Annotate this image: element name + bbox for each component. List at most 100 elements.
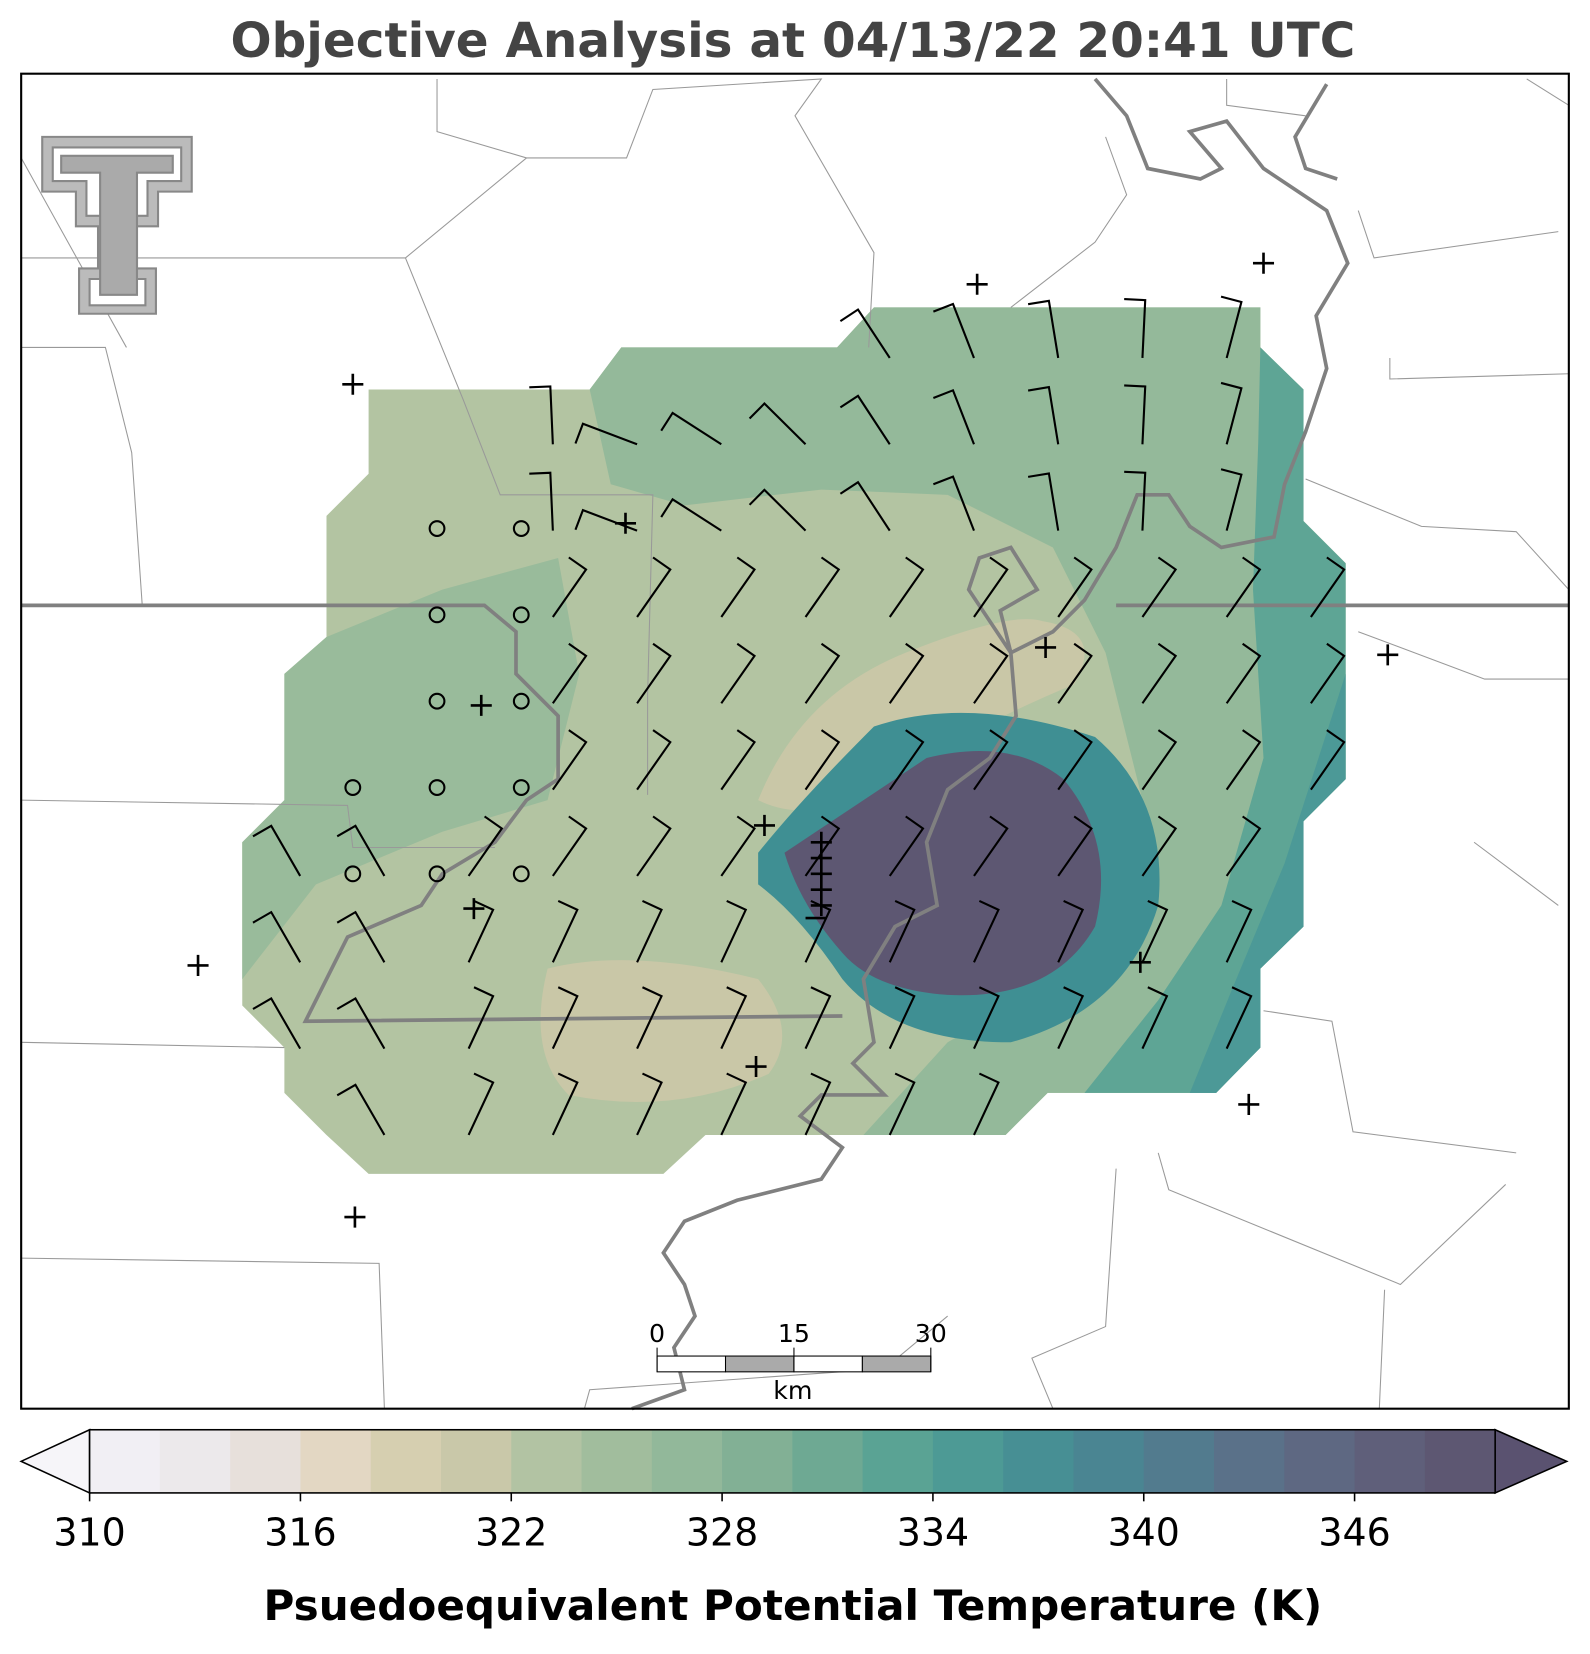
wind-barb bbox=[551, 899, 579, 963]
wind-barb bbox=[720, 1072, 748, 1136]
wind-barb bbox=[1310, 729, 1346, 791]
colorbar-segment bbox=[1073, 1429, 1145, 1493]
wind-barb bbox=[804, 899, 832, 963]
wind-barb bbox=[973, 986, 1000, 1050]
colorbar-segment bbox=[1214, 1429, 1285, 1493]
colorbar-segment bbox=[159, 1429, 231, 1493]
wind-barb bbox=[1141, 986, 1169, 1050]
wind-barb bbox=[1225, 815, 1262, 877]
colorbar-segment bbox=[370, 1429, 442, 1493]
wind-barb bbox=[1057, 899, 1085, 963]
wind-barb bbox=[1027, 299, 1060, 359]
colorbar-segment bbox=[1354, 1429, 1426, 1493]
colorbar-segment bbox=[792, 1429, 864, 1493]
wind-barb bbox=[1310, 556, 1346, 618]
wind-barb bbox=[336, 1083, 386, 1136]
wind-barb bbox=[636, 899, 663, 963]
wind-barb bbox=[551, 815, 588, 877]
colorbar-under bbox=[19, 1428, 91, 1495]
colorbar-segment bbox=[581, 1429, 653, 1493]
scale-segment bbox=[656, 1355, 727, 1373]
wind-barb bbox=[551, 729, 588, 791]
wind-barb bbox=[336, 910, 386, 963]
title: Objective Analysis at 04/13/22 20:41 UTC bbox=[230, 13, 1355, 69]
borders bbox=[20, 77, 1570, 1411]
wind-barb bbox=[1225, 642, 1262, 704]
wind-barb bbox=[839, 480, 891, 532]
wind-barb bbox=[336, 997, 386, 1050]
wind-barb bbox=[1141, 729, 1178, 791]
wind-barb bbox=[636, 642, 672, 704]
wind-barb bbox=[1027, 385, 1060, 445]
colorbar-tick-label: 334 bbox=[897, 1511, 969, 1555]
field-west bbox=[242, 558, 580, 980]
wind-barb bbox=[720, 642, 756, 704]
wind-barb bbox=[551, 1072, 579, 1136]
wind-barb bbox=[1124, 384, 1147, 445]
wind-barb bbox=[720, 729, 756, 791]
colorbar-segment bbox=[862, 1429, 934, 1493]
wind-barb bbox=[1057, 556, 1093, 618]
wind-barb bbox=[467, 899, 495, 963]
calm-circle bbox=[512, 865, 530, 883]
wind-barb bbox=[888, 1072, 916, 1136]
wind-barb bbox=[1225, 899, 1253, 963]
wind-barb bbox=[1141, 556, 1178, 618]
wind-barb bbox=[660, 497, 722, 532]
scale-segment bbox=[861, 1355, 932, 1373]
wind-barb bbox=[804, 729, 841, 791]
calm-circle bbox=[428, 865, 446, 883]
wind-barb bbox=[1310, 642, 1346, 704]
scale-tick-label: 30 bbox=[915, 1319, 947, 1348]
calm-circle bbox=[428, 779, 446, 796]
colorbar-segment bbox=[1424, 1429, 1496, 1493]
wind-barb bbox=[252, 824, 302, 877]
wind-barb bbox=[888, 729, 925, 791]
colorbar-label: Psuedoequivalent Potential Temperature (… bbox=[264, 1581, 1323, 1630]
wind-barb bbox=[973, 1072, 1000, 1136]
wind-barb bbox=[1141, 642, 1178, 704]
wind-barb bbox=[336, 824, 386, 877]
wind-barb bbox=[636, 986, 663, 1050]
wind-barb bbox=[804, 642, 841, 704]
calm-circle bbox=[512, 520, 530, 537]
wind-barb bbox=[888, 899, 916, 963]
colorbar-segment bbox=[1143, 1429, 1215, 1493]
wind-barb bbox=[467, 1072, 495, 1136]
scale-unit: km bbox=[773, 1376, 812, 1405]
wind-barb bbox=[804, 815, 841, 877]
colorbar-segment bbox=[89, 1429, 161, 1493]
calm-circle bbox=[428, 692, 446, 710]
calm-circle bbox=[512, 606, 530, 624]
wind-barb bbox=[636, 556, 672, 618]
colorbar-tick-label: 346 bbox=[1318, 1511, 1390, 1555]
wind-barb bbox=[1124, 470, 1147, 531]
wind-barb bbox=[1057, 642, 1093, 704]
colorbar-segment bbox=[440, 1429, 512, 1493]
wind-barb bbox=[574, 422, 638, 446]
wind-barb bbox=[720, 899, 748, 963]
wind-barb bbox=[551, 556, 588, 618]
wind-barb bbox=[804, 986, 832, 1050]
scale-tick-label: 15 bbox=[778, 1319, 810, 1348]
colorbar-tick-label: 310 bbox=[53, 1511, 125, 1555]
wind-barb bbox=[1141, 815, 1178, 877]
wind-barb bbox=[888, 986, 916, 1050]
calm-stations bbox=[344, 520, 530, 883]
calm-circle bbox=[512, 692, 530, 710]
colorbar-over bbox=[1494, 1428, 1569, 1495]
field-core bbox=[784, 751, 1102, 996]
wind-barbs bbox=[252, 295, 1346, 1136]
wind-barb bbox=[1057, 986, 1085, 1050]
wind-barb bbox=[748, 402, 807, 446]
wind-barb bbox=[1220, 295, 1243, 359]
wind-barb bbox=[932, 388, 975, 445]
university-logo bbox=[41, 135, 193, 315]
wind-barb bbox=[804, 1072, 832, 1136]
wind-barb bbox=[932, 475, 975, 532]
wind-barb bbox=[467, 986, 495, 1050]
wind-barb bbox=[529, 385, 554, 445]
wind-barb bbox=[932, 302, 975, 359]
wind-barb bbox=[1124, 298, 1147, 359]
county-line bbox=[20, 78, 1570, 1409]
